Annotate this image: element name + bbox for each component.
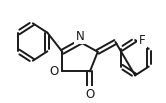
Text: O: O	[85, 88, 94, 101]
Text: F: F	[139, 33, 145, 47]
Text: O: O	[50, 65, 59, 78]
Text: N: N	[76, 30, 84, 43]
